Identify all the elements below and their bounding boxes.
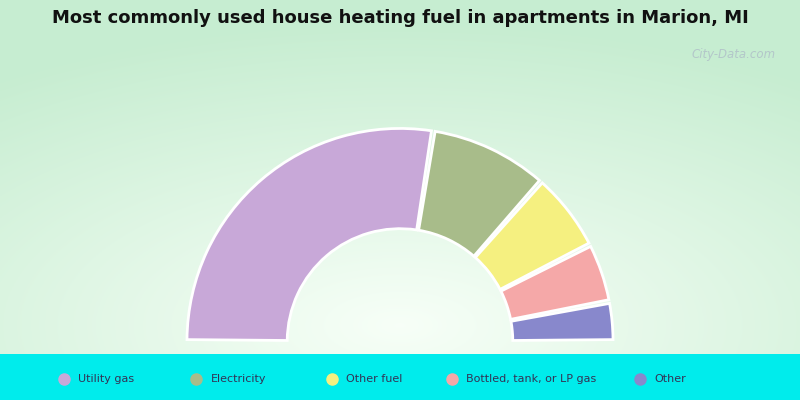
Wedge shape	[501, 246, 609, 319]
Text: Most commonly used house heating fuel in apartments in Marion, MI: Most commonly used house heating fuel in…	[52, 9, 748, 27]
Text: Other fuel: Other fuel	[346, 374, 402, 384]
Text: Utility gas: Utility gas	[78, 374, 134, 384]
Text: Electricity: Electricity	[210, 374, 266, 384]
Wedge shape	[475, 183, 589, 289]
Text: City-Data.com: City-Data.com	[692, 48, 776, 61]
Wedge shape	[187, 128, 431, 340]
Text: Bottled, tank, or LP gas: Bottled, tank, or LP gas	[466, 374, 597, 384]
Wedge shape	[418, 131, 539, 256]
Text: Other: Other	[654, 374, 686, 384]
Wedge shape	[511, 303, 613, 340]
